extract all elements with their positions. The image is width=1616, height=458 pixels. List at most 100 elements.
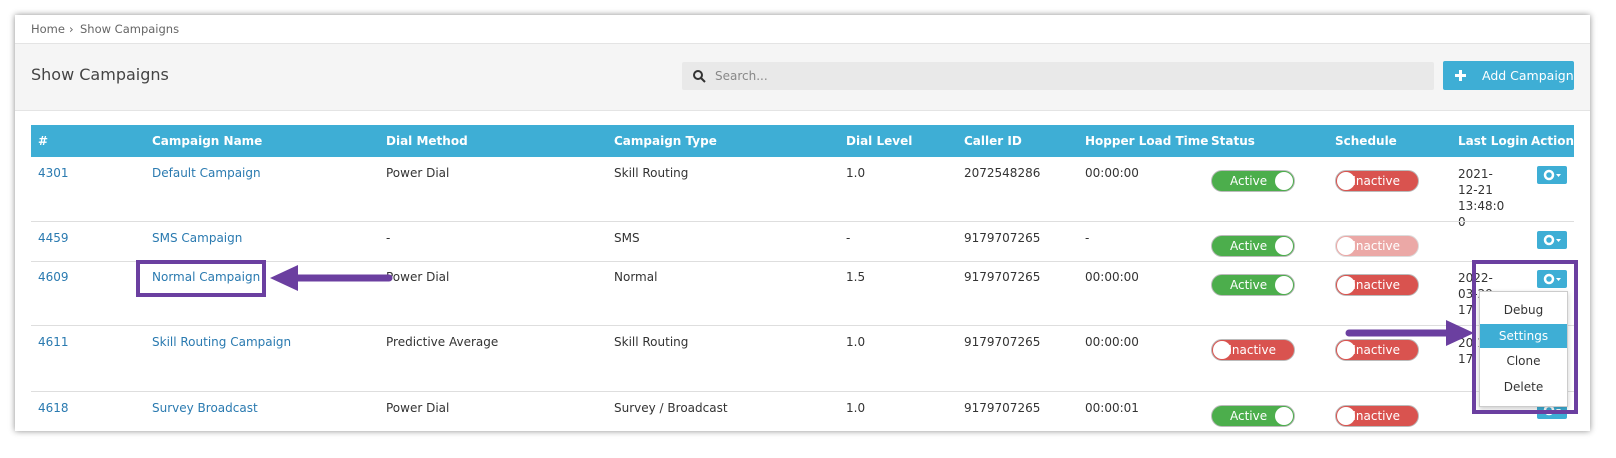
toggle-label: Inactive: [1228, 343, 1276, 357]
menu-item[interactable]: Debug: [1503, 303, 1544, 317]
toggle-label: Inactive: [1352, 239, 1400, 253]
add-campaign-label: Add Campaign: [1482, 68, 1574, 83]
campaign-type: Survey / Broadcast: [614, 401, 728, 415]
breadcrumb-separator: ›: [69, 22, 74, 36]
dial-method: Power Dial: [386, 401, 450, 415]
hopper-load-time: 00:00:01: [1085, 401, 1139, 415]
menu-item[interactable]: Settings: [1480, 323, 1567, 348]
toggle-knob: [1337, 172, 1355, 190]
caller-id: 9179707265: [964, 335, 1041, 349]
status-toggle[interactable]: Active: [1211, 235, 1295, 257]
arrow-head: [1446, 320, 1474, 346]
caller-id: 9179707265: [964, 231, 1041, 245]
toggle-label: Active: [1230, 409, 1268, 423]
column-header: Last Login: [1458, 134, 1528, 148]
name[interactable]: SMS Campaign: [152, 231, 243, 245]
hopper-load-time: 00:00:00: [1085, 335, 1139, 349]
toggle-label: Inactive: [1352, 278, 1400, 292]
name[interactable]: Default Campaign: [152, 166, 261, 180]
column-header: Campaign Type: [614, 134, 717, 148]
schedule-toggle[interactable]: Inactive: [1335, 405, 1419, 427]
hopper-load-time: 00:00:00: [1085, 270, 1139, 284]
highlight-box: [1472, 260, 1578, 414]
schedule-toggle[interactable]: Inactive: [1335, 170, 1419, 192]
id[interactable]: 4618: [38, 401, 69, 415]
dial-level: 1.0: [846, 401, 866, 415]
column-header: Caller ID: [964, 134, 1022, 148]
hopper-load-time: -: [1085, 231, 1090, 245]
gear-icon: [1543, 169, 1561, 181]
search-input[interactable]: Search...: [682, 62, 1434, 90]
column-header: Action: [1531, 134, 1575, 148]
name[interactable]: Skill Routing Campaign: [152, 335, 292, 349]
toggle-knob: [1275, 276, 1293, 294]
dial-method: Predictive Average: [386, 335, 499, 349]
toggle-label: Active: [1230, 239, 1268, 253]
search-placeholder: Search...: [715, 69, 768, 83]
toggle-knob: [1275, 237, 1293, 255]
id[interactable]: 4611: [38, 335, 69, 349]
toggle-knob: [1337, 407, 1355, 425]
schedule-toggle[interactable]: Inactive: [1335, 339, 1419, 361]
arrow-head: [270, 265, 298, 291]
status-toggle[interactable]: Active: [1211, 274, 1295, 296]
id[interactable]: 4459: [38, 231, 69, 245]
gear-icon: [1543, 234, 1561, 246]
row-divider: [31, 261, 1574, 262]
toggle-knob: [1337, 237, 1355, 255]
caller-id: 2072548286: [964, 166, 1041, 180]
status-toggle[interactable]: Active: [1211, 405, 1295, 427]
row-divider: [31, 391, 1574, 392]
column-header: Hopper Load Time: [1085, 134, 1209, 148]
status-toggle[interactable]: Inactive: [1211, 339, 1295, 361]
column-header: Status: [1211, 134, 1255, 148]
action-button[interactable]: [1537, 166, 1567, 184]
dial-level: -: [846, 231, 851, 245]
caller-id: 9179707265: [964, 401, 1041, 415]
dial-level: 1.0: [846, 166, 866, 180]
highlight-box: [136, 260, 266, 297]
breadcrumb-current: Show Campaigns: [80, 22, 180, 36]
gear-icon: [1543, 273, 1561, 285]
toggle-label: Active: [1230, 174, 1268, 188]
table-header: [31, 125, 1574, 157]
column-header: Dial Method: [386, 134, 468, 148]
status-toggle[interactable]: Active: [1211, 170, 1295, 192]
campaign-type: Skill Routing: [614, 166, 689, 180]
dial-level: 1.0: [846, 335, 866, 349]
action-button[interactable]: [1537, 270, 1567, 288]
toggle-label: Inactive: [1352, 409, 1400, 423]
column-header: #: [38, 134, 49, 148]
name[interactable]: Survey Broadcast: [152, 401, 258, 415]
dial-level: 1.5: [846, 270, 866, 284]
search-icon: [693, 70, 706, 83]
plus-icon: [1455, 70, 1466, 81]
schedule-toggle[interactable]: Inactive: [1335, 274, 1419, 296]
menu-item[interactable]: Delete: [1503, 379, 1544, 394]
name[interactable]: Normal Campaign: [152, 270, 261, 284]
column-header: Dial Level: [846, 134, 913, 148]
caller-id: 9179707265: [964, 270, 1041, 284]
campaign-type: SMS: [614, 231, 640, 245]
dial-method: Power Dial: [386, 270, 450, 284]
toggle-label: Inactive: [1352, 343, 1400, 357]
toggle-knob: [1275, 407, 1293, 425]
toggle-knob: [1275, 172, 1293, 190]
toggle-label: Active: [1230, 278, 1268, 292]
add-campaign-button[interactable]: Add Campaign: [1443, 61, 1574, 90]
campaign-type: Normal: [614, 270, 658, 284]
action-button[interactable]: [1537, 231, 1567, 249]
id[interactable]: 4301: [38, 166, 69, 180]
toggle-label: Inactive: [1352, 174, 1400, 188]
column-header: Schedule: [1335, 134, 1397, 148]
menu-item[interactable]: Clone: [1506, 354, 1541, 368]
action-menu: Debug Settings Clone Delete: [1479, 291, 1568, 407]
breadcrumb-link[interactable]: Home: [31, 22, 65, 36]
schedule-toggle[interactable]: Inactive: [1335, 235, 1419, 257]
last-login: 2021-12-21 13:48:00: [1458, 167, 1505, 229]
dial-method: -: [386, 231, 391, 245]
row-divider: [31, 221, 1574, 222]
id[interactable]: 4609: [38, 270, 69, 284]
